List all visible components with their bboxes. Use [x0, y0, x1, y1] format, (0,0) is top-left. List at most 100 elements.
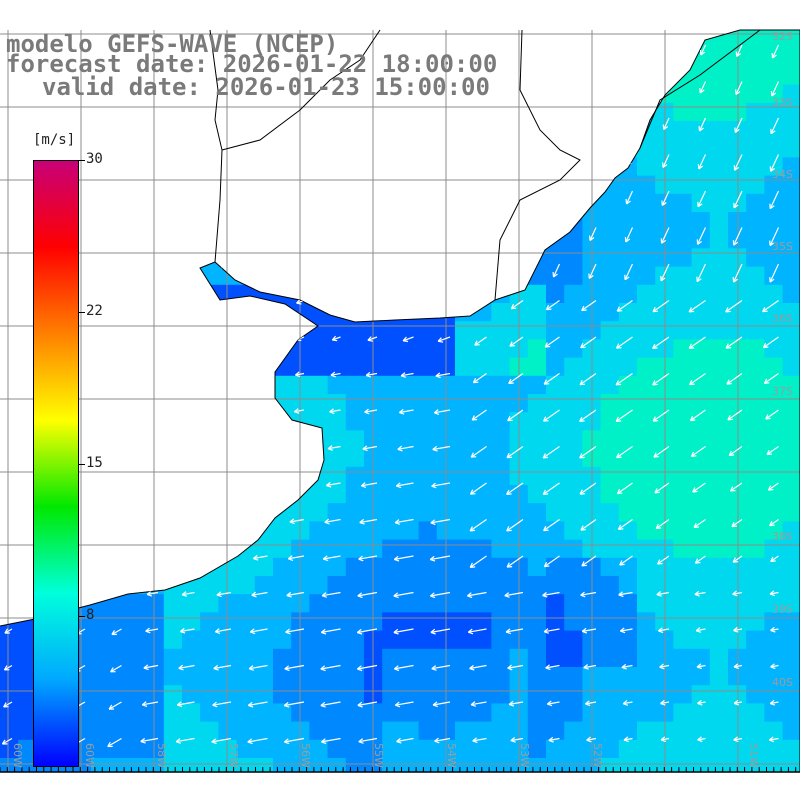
- wind-cell: [273, 703, 292, 723]
- wind-cell: [746, 576, 765, 595]
- wind-cell: [782, 648, 800, 668]
- wind-cell: [637, 557, 656, 577]
- wind-cell: [109, 466, 128, 486]
- wind-cell: [637, 721, 656, 741]
- wind-cell: [709, 612, 729, 632]
- wind-cell: [418, 430, 438, 450]
- wind-cell: [546, 248, 565, 268]
- wind-cell: [418, 594, 438, 613]
- wind-cell: [637, 594, 656, 613]
- wind-cell: [218, 703, 238, 723]
- wind-arrow: [107, 737, 122, 748]
- wind-cell: [182, 175, 201, 195]
- border-line: [209, 29, 223, 263]
- wind-arrow: [769, 190, 780, 210]
- wind-arrow: [356, 628, 378, 635]
- wind-cell: [345, 30, 365, 49]
- wind-cell: [91, 557, 110, 577]
- wind-cell: [163, 466, 183, 486]
- wind-cell: [600, 394, 620, 413]
- wind-cell: [254, 157, 274, 177]
- wind-cell: [564, 685, 583, 704]
- wind-cell: [236, 284, 256, 304]
- wind-cell: [91, 394, 110, 413]
- wind-arrow: [622, 700, 633, 706]
- wind-arrow: [655, 519, 670, 530]
- wind-arrow: [140, 153, 159, 162]
- wind-cell: [764, 739, 784, 759]
- wind-arrow: [467, 628, 487, 635]
- wind-cell: [109, 630, 128, 650]
- wind-arrow: [432, 701, 451, 708]
- wind-cell: [491, 667, 511, 686]
- wind-cell: [218, 303, 238, 322]
- wind-cell: [0, 685, 19, 704]
- wind-cell: [782, 193, 800, 213]
- wind-cell: [709, 102, 729, 122]
- wind-cell: [546, 284, 565, 304]
- wind-cell: [400, 157, 420, 177]
- wind-arrow: [693, 519, 706, 529]
- wind-cell: [109, 612, 128, 632]
- wind-cell: [418, 630, 438, 650]
- wind-cell: [291, 339, 310, 359]
- wind-cell: [182, 248, 201, 268]
- wind-cell: [109, 685, 128, 704]
- wind-cell: [709, 667, 729, 686]
- wind-cell: [691, 557, 711, 577]
- wind-cell: [382, 121, 401, 140]
- wind-cell: [746, 303, 765, 322]
- wind-cell: [728, 248, 747, 268]
- wind-cell: [218, 430, 238, 450]
- wind-cell: [18, 630, 37, 650]
- wind-cell: [473, 594, 492, 613]
- wind-cell: [127, 248, 147, 268]
- wind-cell: [327, 539, 347, 559]
- wind-cell: [127, 739, 147, 759]
- wind-cell: [0, 230, 19, 249]
- wind-arrow: [515, 44, 524, 51]
- wind-cell: [91, 721, 110, 741]
- wind-cell: [728, 212, 747, 231]
- wind-arrow: [430, 628, 451, 635]
- wind-arrow: [3, 664, 13, 671]
- wind-arrow: [585, 700, 597, 707]
- wind-cell: [127, 448, 147, 468]
- wind-arrow: [321, 591, 341, 598]
- wind-arrow: [140, 737, 159, 744]
- wind-cell: [0, 612, 19, 632]
- wind-cell: [91, 175, 110, 195]
- wind-cell: [236, 594, 256, 613]
- wind-cell: [637, 703, 656, 723]
- wind-cell: [746, 758, 765, 772]
- wind-arrow: [181, 591, 195, 597]
- wind-cell: [127, 648, 147, 668]
- coastline: [0, 29, 800, 773]
- wind-cell: [163, 157, 183, 177]
- wind-arrow: [589, 190, 597, 203]
- wind-cell: [0, 539, 19, 559]
- wind-arrow: [259, 371, 268, 378]
- wind-cell: [691, 466, 711, 486]
- wind-arrow: [393, 591, 414, 599]
- wind-cell: [182, 430, 201, 450]
- wind-cell: [236, 248, 256, 268]
- wind-cell: [91, 667, 110, 686]
- wind-arrow: [251, 591, 268, 598]
- wind-cell: [400, 284, 420, 304]
- wind-cell: [109, 266, 128, 286]
- wind-cell: [637, 84, 656, 104]
- wind-cell: [473, 612, 492, 632]
- wind-cell: [455, 375, 474, 395]
- wind-cell: [728, 412, 747, 431]
- wind-cell: [637, 66, 656, 86]
- wind-cell: [145, 612, 165, 632]
- wind-arrow: [579, 409, 597, 422]
- wind-cell: [527, 721, 547, 741]
- wind-arrow: [177, 117, 195, 126]
- wind-cell: [218, 212, 238, 231]
- wind-cell: [618, 648, 638, 668]
- wind-cell: [218, 193, 238, 213]
- wind-cell: [782, 739, 800, 759]
- wind-arrow: [29, 117, 49, 127]
